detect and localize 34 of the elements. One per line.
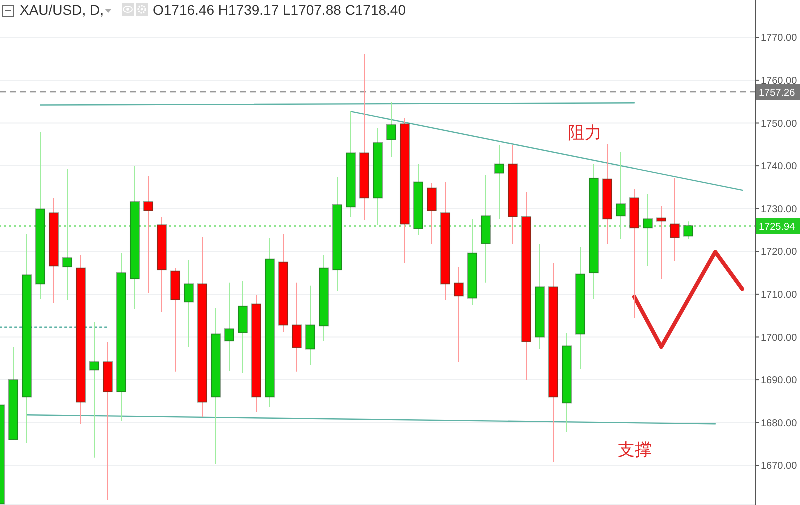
candlestick <box>670 178 680 262</box>
ref-line-label: 1757.26 <box>759 88 796 100</box>
y-tick-label: 1750.00 <box>761 118 798 130</box>
annotation: 阻力 <box>568 122 602 144</box>
annotation: 支撑 <box>618 440 652 462</box>
y-tick-label: 1690.00 <box>761 376 798 387</box>
candlestick <box>224 282 235 372</box>
candlestick <box>89 322 100 458</box>
y-tick-label: 1670.00 <box>761 461 798 472</box>
chart-subtitle: O1716.46 H1739.17 L1707.88 C1718.40 <box>153 2 406 18</box>
candlestick <box>292 282 302 372</box>
y-tick-label: 1720.00 <box>761 247 798 258</box>
candlestick <box>184 260 194 348</box>
y-tick-label: 1710.00 <box>761 290 798 301</box>
y-tick-label: 1730.00 <box>761 204 798 216</box>
candlestick <box>305 285 316 366</box>
candlestick <box>426 182 438 244</box>
line-series <box>632 250 744 350</box>
candlestick <box>494 144 505 220</box>
ref-line-label: 1725.94 <box>759 222 796 234</box>
candlestick <box>62 168 73 301</box>
y-tick-label: 1760.00 <box>761 76 798 88</box>
candlestick <box>616 152 626 240</box>
chart-title: XAU/USD, D, <box>20 2 104 18</box>
y-tick-label: 1740.00 <box>761 162 798 173</box>
y-tick-label: 1770.00 <box>761 33 798 44</box>
candlestick <box>642 194 654 267</box>
y-tick-label: 1700.00 <box>761 332 798 344</box>
candlestick <box>143 176 154 294</box>
candlestick <box>386 102 397 158</box>
candlestick <box>454 266 464 363</box>
y-tick-label: 1680.00 <box>761 418 798 430</box>
candlestick <box>656 206 667 280</box>
candlestick <box>683 221 694 240</box>
